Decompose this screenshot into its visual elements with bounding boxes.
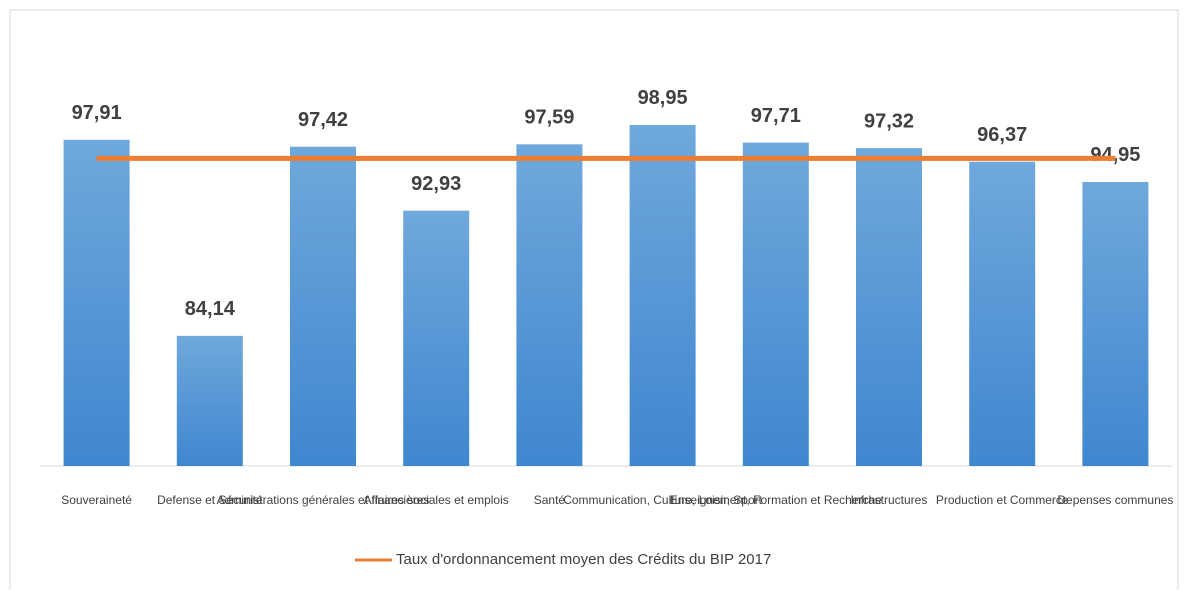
bar	[1082, 181, 1149, 467]
x-tick-label: Enseignement, Formation et Recherche	[670, 493, 882, 507]
value-label: 98,95	[638, 87, 688, 109]
bar	[403, 210, 470, 466]
bar	[176, 335, 243, 466]
value-label: 97,71	[751, 105, 801, 127]
value-label: 97,42	[298, 109, 348, 131]
value-label: 97,91	[72, 102, 122, 124]
legend-label: Taux d'ordonnancement moyen des Crédits …	[396, 551, 771, 568]
bar	[629, 124, 696, 467]
x-tick-label: Production et Commerce	[936, 493, 1069, 507]
bar	[742, 142, 809, 466]
bar	[516, 144, 583, 466]
bar	[290, 146, 356, 466]
value-label: 84,14	[185, 298, 236, 320]
x-tick-label: Infrastructures	[851, 493, 928, 507]
value-label: 96,37	[977, 124, 1027, 146]
bar	[969, 161, 1036, 466]
value-label: 97,32	[864, 110, 914, 132]
bar	[856, 148, 922, 466]
x-tick-label: Santé	[534, 493, 566, 507]
x-tick-label: Affaires sociales et emplois	[364, 493, 509, 507]
value-label: 97,59	[524, 107, 574, 129]
chart-border	[9, 9, 1179, 595]
bar	[63, 139, 130, 466]
x-tick-label: Communication, Culture, Loisir, Sport	[563, 493, 762, 507]
x-tick-label: Souveraineté	[61, 493, 132, 507]
x-tick-label: Administrations générales et financières	[217, 493, 430, 507]
x-tick-label: Depenses communes	[1057, 493, 1173, 507]
x-tick-label: Defense et Sécurité	[157, 493, 263, 507]
value-label: 92,93	[411, 173, 461, 195]
value-label: 94,95	[1090, 144, 1140, 166]
